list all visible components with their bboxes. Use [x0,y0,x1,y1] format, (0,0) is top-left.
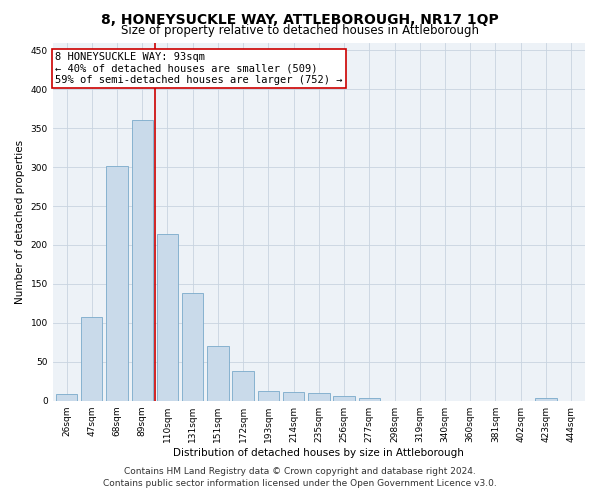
Y-axis label: Number of detached properties: Number of detached properties [15,140,25,304]
Bar [131,120,153,400]
Bar [157,234,178,400]
Bar [56,394,77,400]
Bar [308,393,329,400]
Bar [207,346,229,401]
Bar [182,293,203,401]
Bar [535,398,557,400]
Text: Size of property relative to detached houses in Attleborough: Size of property relative to detached ho… [121,24,479,37]
Bar [106,166,128,400]
Bar [232,371,254,400]
Bar [359,398,380,400]
Bar [283,392,304,400]
Bar [334,396,355,400]
X-axis label: Distribution of detached houses by size in Attleborough: Distribution of detached houses by size … [173,448,464,458]
Text: Contains HM Land Registry data © Crown copyright and database right 2024.
Contai: Contains HM Land Registry data © Crown c… [103,466,497,487]
Text: 8, HONEYSUCKLE WAY, ATTLEBOROUGH, NR17 1QP: 8, HONEYSUCKLE WAY, ATTLEBOROUGH, NR17 1… [101,12,499,26]
Text: 8 HONEYSUCKLE WAY: 93sqm
← 40% of detached houses are smaller (509)
59% of semi-: 8 HONEYSUCKLE WAY: 93sqm ← 40% of detach… [55,52,343,85]
Bar [81,316,103,400]
Bar [257,390,279,400]
